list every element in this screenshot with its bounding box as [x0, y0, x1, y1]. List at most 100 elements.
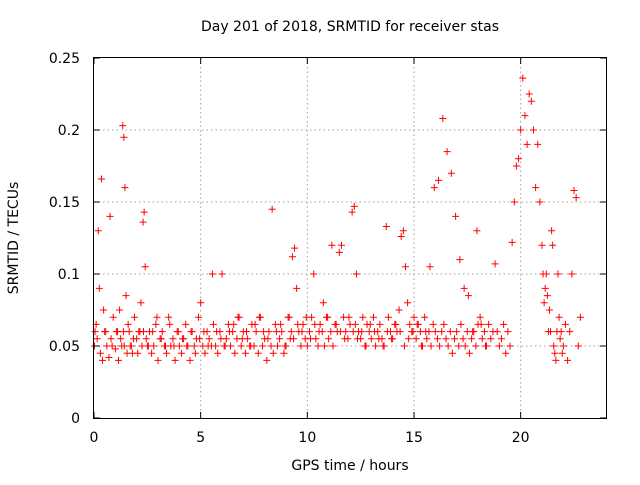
data-point	[444, 342, 452, 350]
data-point	[534, 140, 542, 148]
data-point	[281, 342, 289, 350]
data-point	[298, 328, 306, 336]
data-point	[455, 342, 463, 350]
data-point	[174, 328, 182, 336]
data-point	[409, 328, 417, 336]
data-point	[448, 349, 456, 357]
data-point	[510, 198, 518, 206]
data-point	[121, 184, 129, 192]
data-point	[196, 335, 204, 343]
data-point	[169, 335, 177, 343]
data-point	[264, 335, 272, 343]
data-point	[310, 270, 318, 278]
data-point	[369, 313, 377, 321]
data-point	[497, 335, 505, 343]
data-point	[476, 313, 484, 321]
data-point	[521, 112, 529, 120]
data-point	[234, 313, 242, 321]
data-point	[139, 218, 147, 226]
data-point	[307, 335, 315, 343]
data-point	[214, 349, 222, 357]
data-point	[285, 313, 293, 321]
data-point	[336, 328, 344, 336]
data-point	[179, 335, 187, 343]
data-point	[395, 306, 403, 314]
data-point	[99, 356, 107, 364]
chart-title: Day 201 of 2018, SRMTID for receiver sta…	[201, 19, 499, 35]
data-point	[358, 328, 366, 336]
data-point	[260, 328, 268, 336]
data-point	[487, 335, 495, 343]
data-point	[453, 328, 461, 336]
data-point	[417, 342, 425, 350]
data-point	[481, 342, 489, 350]
x-tick-label: 20	[512, 430, 530, 446]
data-point	[552, 356, 560, 364]
data-point	[545, 306, 553, 314]
y-tick-label: 0.15	[49, 195, 80, 211]
y-tick-label: 0.05	[49, 339, 80, 355]
x-tick-label: 15	[405, 430, 423, 446]
data-point	[247, 342, 255, 350]
data-point	[209, 320, 217, 328]
data-point	[267, 342, 275, 350]
data-point	[468, 335, 476, 343]
data-point	[165, 313, 173, 321]
data-point	[574, 342, 582, 350]
data-point	[116, 306, 124, 314]
data-point	[138, 342, 146, 350]
data-point	[119, 122, 127, 130]
data-point	[478, 335, 486, 343]
data-point	[556, 335, 564, 343]
data-points	[90, 74, 584, 364]
data-point	[480, 328, 488, 336]
data-point	[251, 320, 259, 328]
data-point	[397, 233, 405, 241]
data-point	[412, 335, 420, 343]
data-point	[551, 349, 559, 357]
data-point	[382, 222, 390, 230]
data-point	[392, 320, 400, 328]
data-point	[341, 335, 349, 343]
data-point	[431, 328, 439, 336]
data-point	[221, 342, 229, 350]
data-point	[332, 320, 340, 328]
data-point	[540, 299, 548, 307]
data-point	[506, 342, 514, 350]
data-point	[291, 244, 299, 252]
data-point	[289, 335, 297, 343]
data-point	[142, 335, 150, 343]
data-point	[157, 335, 165, 343]
data-point	[177, 349, 185, 357]
data-point	[541, 284, 549, 292]
data-point	[367, 335, 375, 343]
data-point	[314, 342, 322, 350]
data-point	[327, 328, 335, 336]
data-point	[106, 212, 114, 220]
data-point	[208, 270, 216, 278]
data-point	[359, 313, 367, 321]
data-point	[212, 342, 220, 350]
data-point	[238, 335, 246, 343]
data-point	[102, 328, 110, 336]
data-point	[485, 320, 493, 328]
data-point	[375, 335, 383, 343]
data-point	[548, 227, 556, 235]
grid-lines	[94, 58, 606, 418]
data-point	[362, 342, 370, 350]
x-tick-label: 10	[298, 430, 316, 446]
data-point	[460, 284, 468, 292]
data-point	[379, 342, 387, 350]
data-point	[430, 184, 438, 192]
data-point	[557, 328, 565, 336]
data-point	[129, 335, 137, 343]
data-point	[182, 320, 190, 328]
data-point	[413, 320, 421, 328]
data-point	[254, 349, 262, 357]
data-point	[154, 356, 162, 364]
data-point	[383, 328, 391, 336]
data-point	[170, 342, 178, 350]
data-point	[152, 320, 160, 328]
data-point	[337, 241, 345, 249]
data-point	[259, 342, 267, 350]
